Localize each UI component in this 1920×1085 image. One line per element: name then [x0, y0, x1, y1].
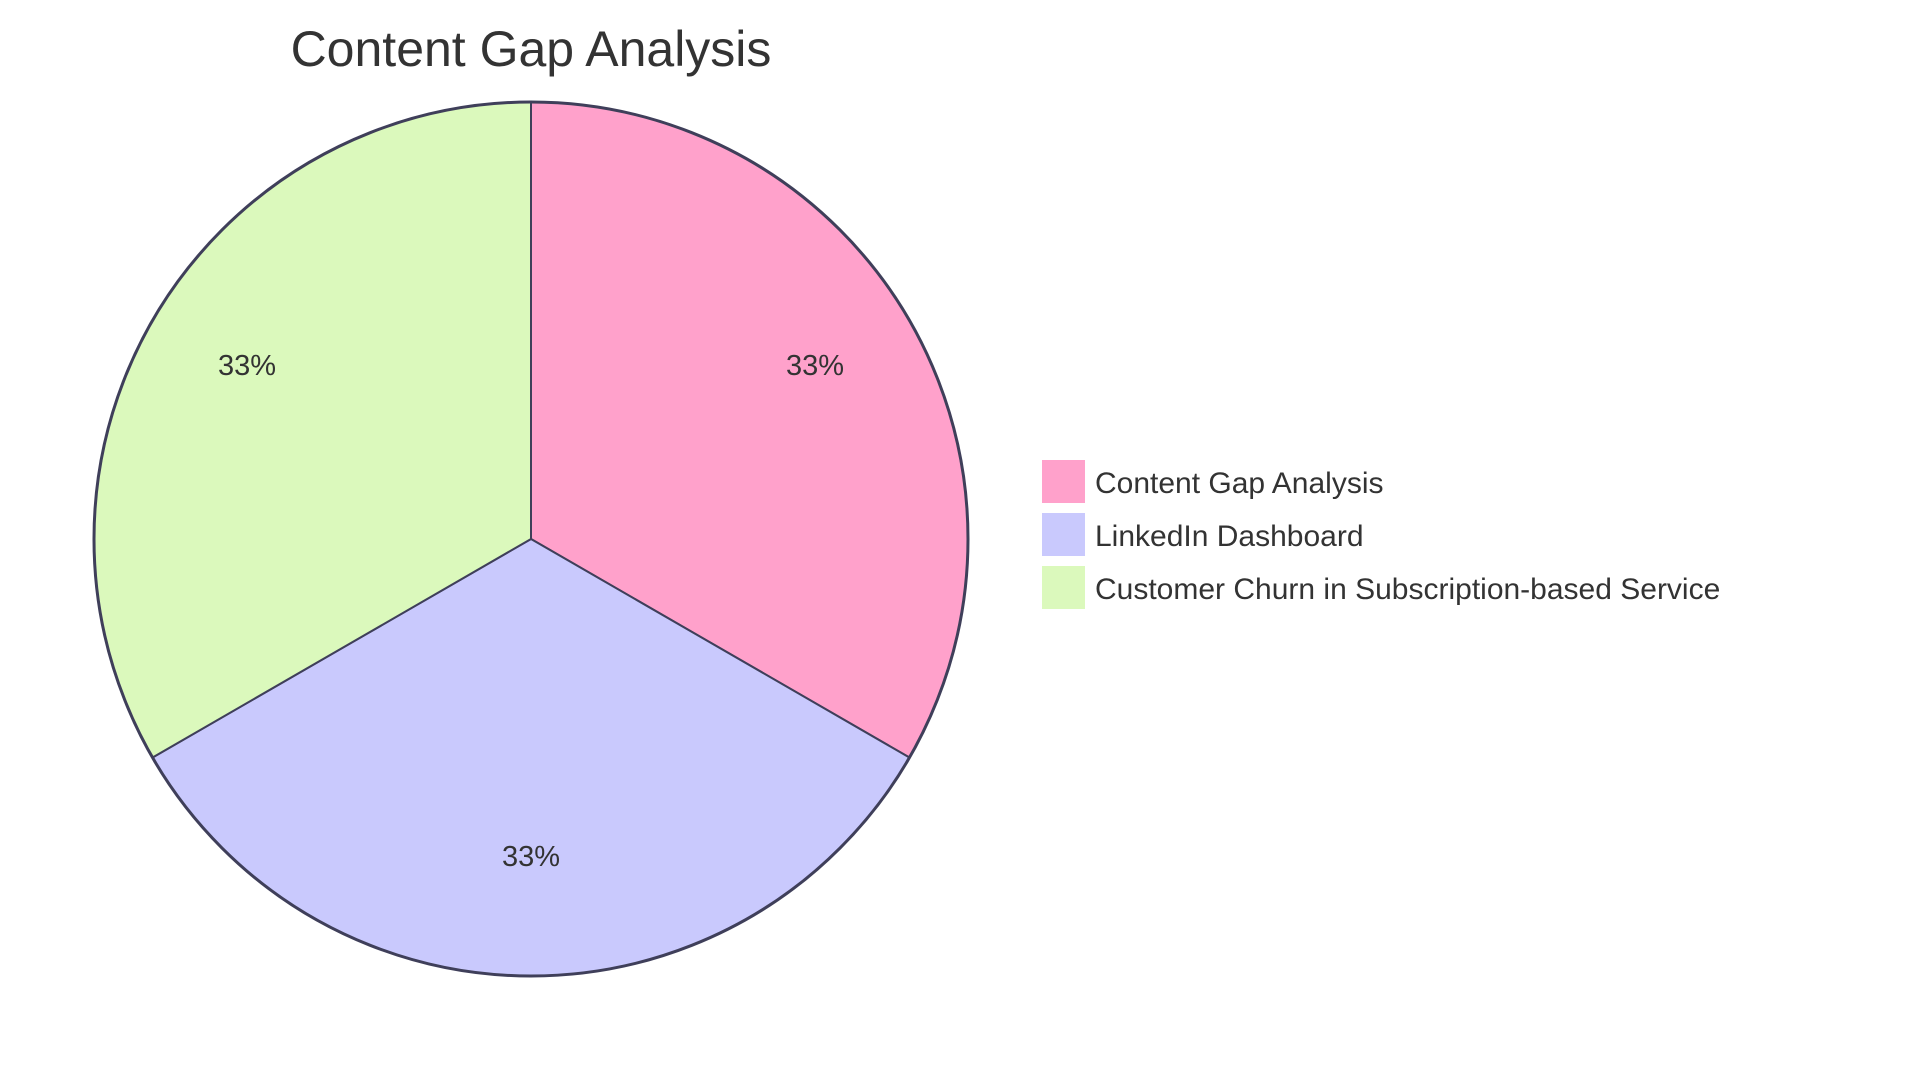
legend-swatch-green: [1042, 566, 1085, 609]
pie: [92, 100, 970, 978]
legend-label: Customer Churn in Subscription-based Ser…: [1095, 573, 1720, 606]
slice-label-content-gap-analysis: 33%: [786, 350, 844, 382]
legend: Content Gap Analysis LinkedIn Dashboard …: [1042, 460, 1720, 609]
legend-item-customer-churn[interactable]: Customer Churn in Subscription-based Ser…: [1042, 566, 1720, 609]
legend-item-linkedin-dashboard[interactable]: LinkedIn Dashboard: [1042, 513, 1364, 556]
legend-swatch-lavender: [1042, 513, 1085, 556]
slice-labels: 33% 33% 33%: [218, 350, 844, 873]
legend-item-content-gap-analysis[interactable]: Content Gap Analysis: [1042, 460, 1384, 503]
chart-title: Content Gap Analysis: [291, 21, 772, 77]
legend-label: LinkedIn Dashboard: [1095, 520, 1364, 553]
slice-label-linkedin-dashboard: 33%: [502, 841, 560, 873]
slice-label-customer-churn: 33%: [218, 350, 276, 382]
legend-label: Content Gap Analysis: [1095, 467, 1384, 500]
legend-swatch-pink: [1042, 460, 1085, 503]
pie-outline: [92, 100, 970, 978]
